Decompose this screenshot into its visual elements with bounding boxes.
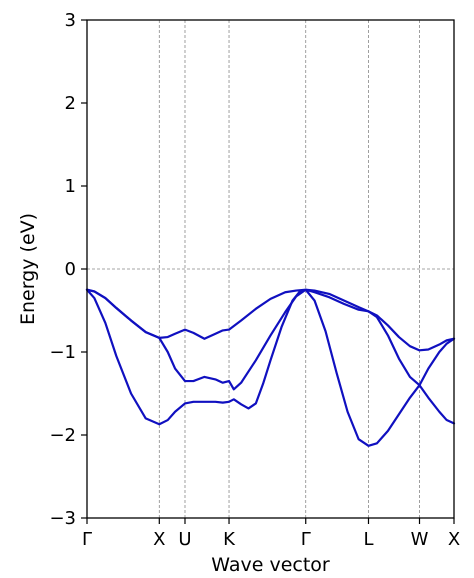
x-tick-label: W bbox=[411, 529, 429, 550]
x-tick-label: K bbox=[223, 529, 236, 550]
y-tick-label: −2 bbox=[49, 425, 76, 446]
grid-lines bbox=[87, 20, 454, 518]
y-axis-label: Energy (eV) bbox=[17, 213, 39, 325]
x-tick-label: L bbox=[363, 529, 373, 550]
y-tick-label: 2 bbox=[65, 93, 76, 114]
x-tick-label: Γ bbox=[82, 529, 92, 550]
x-tick-label: X bbox=[153, 529, 165, 550]
band-lines bbox=[85, 288, 456, 447]
x-tick-label: Γ bbox=[301, 529, 311, 550]
y-tick-label: 0 bbox=[65, 259, 76, 280]
band-line-1 bbox=[85, 288, 456, 352]
x-axis-label: Wave vector bbox=[211, 554, 330, 576]
band-line-3 bbox=[85, 288, 456, 447]
y-tick-label: −1 bbox=[49, 342, 76, 363]
y-tick-label: 1 bbox=[65, 176, 76, 197]
y-tick-label: 3 bbox=[65, 10, 76, 31]
x-tick-label: X bbox=[448, 529, 460, 550]
y-axis-ticks: −3 −2 −1 0 1 2 3 bbox=[49, 10, 87, 529]
y-tick-label: −3 bbox=[49, 508, 76, 529]
band-line-2 bbox=[85, 288, 456, 425]
x-tick-label: U bbox=[178, 529, 191, 550]
